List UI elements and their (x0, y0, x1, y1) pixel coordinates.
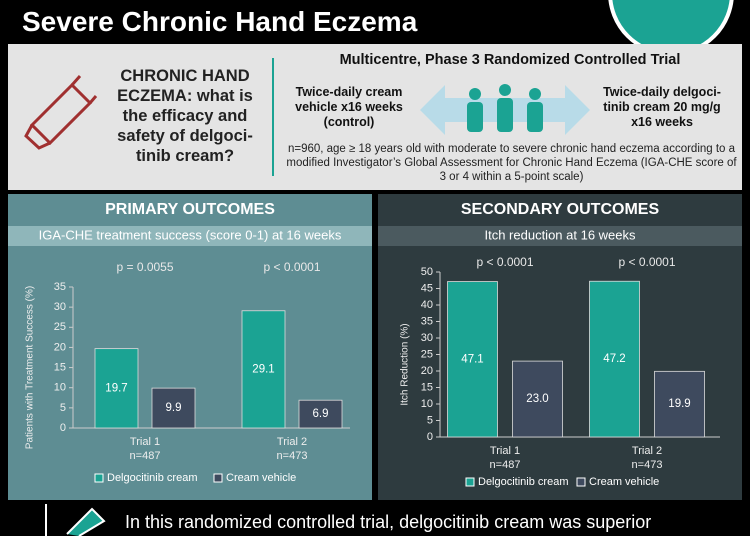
y-tick-label: 5 (427, 414, 433, 426)
trial-design: Multicentre, Phase 3 Randomized Controll… (339, 52, 681, 68)
p-value: p = 0.0055 (116, 260, 173, 274)
control-arm: Twice-daily cream vehicle x16 weeks (con… (295, 85, 403, 129)
p-value: p < 0.0001 (263, 260, 320, 274)
divider (272, 58, 274, 176)
y-axis-label: Patients with Treatment Success (%) (25, 286, 36, 449)
legend-label: Delgocitinib cream (107, 472, 197, 484)
y-tick-label: 30 (421, 332, 433, 344)
data-label: 9.9 (166, 402, 182, 414)
y-axis-label: Itch Reduction (%) (400, 323, 411, 405)
treatment-arm: Twice-daily delgoci-tinib cream 20 mg/g … (603, 85, 721, 129)
y-tick-label: 45 (421, 282, 433, 294)
x-tick-sublabel: n=473 (277, 450, 308, 462)
y-tick-label: 30 (54, 301, 66, 313)
legend-label: Cream vehicle (589, 476, 659, 488)
conclusion-bar (45, 504, 747, 536)
data-label: 29.1 (252, 363, 274, 375)
question: CHRONIC HAND ECZEMA: what is the efficac… (117, 67, 253, 165)
x-tick-label: Trial 2 (632, 445, 662, 457)
y-tick-label: 50 (421, 266, 433, 278)
title: Severe Chronic Hand Eczema (22, 6, 418, 37)
data-label: 6.9 (313, 408, 329, 420)
legend-label: Delgocitinib cream (478, 476, 568, 488)
y-tick-label: 35 (421, 315, 433, 327)
y-tick-label: 10 (421, 398, 433, 410)
x-tick-label: Trial 2 (277, 436, 307, 448)
y-tick-label: 0 (60, 422, 66, 434)
bar (654, 370, 705, 438)
data-label: 47.2 (603, 353, 625, 365)
people-icon (420, 84, 590, 135)
bar (447, 281, 498, 438)
charts: PRIMARY OUTCOMES IGA-CHE treatment succes… (8, 194, 742, 500)
left-subbar (8, 226, 372, 246)
bar (298, 399, 343, 429)
y-tick-label: 15 (54, 361, 66, 373)
y-tick-label: 35 (54, 281, 66, 293)
info-panel (8, 44, 742, 190)
tube-icon (24, 75, 98, 150)
bar (512, 360, 563, 438)
x-tick-sublabel: n=473 (632, 459, 663, 471)
p-value: p < 0.0001 (476, 255, 533, 269)
y-tick-label: 25 (54, 321, 66, 333)
y-tick-label: 5 (60, 402, 66, 414)
conclusion: In this randomized controlled trial, del… (125, 512, 652, 532)
bar (241, 310, 286, 429)
panel-subtitle: Itch reduction at 16 weeks (484, 227, 636, 242)
data-label: 19.7 (105, 382, 127, 394)
panel-title: PRIMARY OUTCOMES (105, 201, 275, 218)
legend-swatch (213, 473, 223, 483)
x-tick-label: Trial 1 (490, 445, 520, 457)
data-label: 47.1 (461, 353, 483, 365)
y-tick-label: 40 (421, 299, 433, 311)
x-tick-sublabel: n=487 (130, 450, 161, 462)
x-tick-sublabel: n=487 (490, 459, 521, 471)
bar (94, 348, 139, 429)
legend-label: Cream vehicle (226, 472, 296, 484)
x-tick-label: Trial 1 (130, 436, 160, 448)
conclusion-icon (66, 507, 106, 536)
bar (589, 280, 640, 438)
data-label: 23.0 (526, 393, 548, 405)
panel-subtitle: IGA-CHE treatment success (score 0-1) at… (39, 227, 342, 242)
y-tick-label: 15 (421, 381, 433, 393)
legend-swatch (94, 473, 104, 483)
legend-swatch (576, 477, 586, 487)
y-tick-label: 20 (54, 341, 66, 353)
y-tick-label: 20 (421, 365, 433, 377)
population: n=960, age ≥ 18 years old with moderate … (286, 143, 737, 183)
y-tick-label: 25 (421, 348, 433, 360)
y-tick-label: 0 (427, 431, 433, 443)
panel-title: SECONDARY OUTCOMES (461, 201, 660, 218)
data-label: 19.9 (668, 398, 690, 410)
p-value: p < 0.0001 (618, 255, 675, 269)
right-subbar (378, 226, 742, 246)
bar (151, 387, 196, 429)
legend-swatch (465, 477, 475, 487)
y-tick-label: 10 (54, 382, 66, 394)
